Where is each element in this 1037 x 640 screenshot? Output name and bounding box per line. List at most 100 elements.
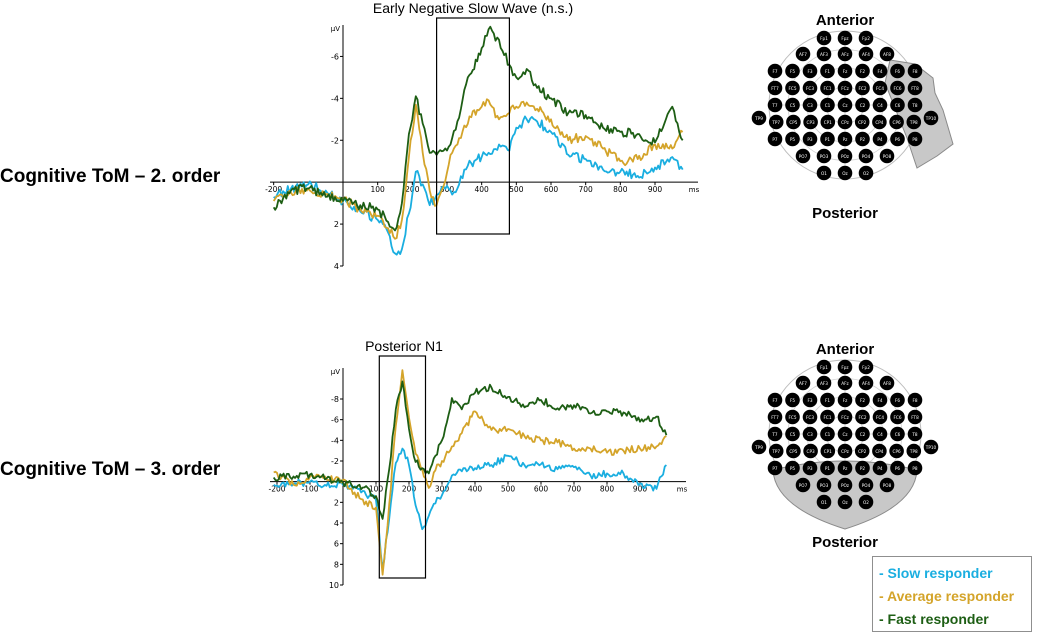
electrode-dot — [907, 426, 923, 442]
electrode-label: T7 — [771, 432, 778, 437]
electrode-dot — [889, 114, 904, 130]
electrode-dot — [858, 494, 874, 510]
electrode-dot — [837, 148, 853, 164]
electrode-C6: C6 — [890, 426, 905, 442]
electrode-C4: C4 — [872, 426, 888, 442]
electrode-label: F2 — [860, 69, 865, 74]
electrode-label: FC2 — [859, 415, 867, 420]
electrode-dot — [858, 375, 874, 391]
electrode-label: AFz — [841, 381, 849, 386]
electrode-CP1: CP1 — [820, 114, 836, 130]
electrode-FC1: FC1 — [820, 409, 835, 425]
electrode-label: FCz — [841, 415, 849, 420]
electrode-dot — [872, 409, 888, 425]
electrode-dot — [890, 63, 905, 79]
x-tick-label: 400 — [468, 485, 483, 494]
electrode-label: Fpz — [841, 365, 849, 370]
electrode-F4: F4 — [872, 63, 888, 79]
electrode-label: C4 — [877, 432, 883, 437]
electrode-label: C6 — [895, 432, 901, 437]
x-tick-label: 700 — [579, 185, 594, 194]
electrode-FC1: FC1 — [820, 80, 835, 96]
electrode-label: Fp1 — [820, 36, 828, 41]
electrode-CPz: CPz — [837, 114, 853, 130]
electrode-C3: C3 — [802, 426, 818, 442]
electrode-label: CP2 — [858, 120, 866, 125]
electrode-dot — [802, 426, 818, 442]
y-tick-label: 4 — [334, 519, 339, 528]
electrode-TP10: TP10 — [923, 110, 939, 126]
electrode-label: PO8 — [883, 483, 892, 488]
legend-item-slow: - Slow responder — [879, 565, 993, 581]
x-tick-label: 300 — [440, 185, 455, 194]
electrode-FT7: FT7 — [767, 80, 783, 96]
electrode-dot — [890, 392, 905, 408]
x-tick-label: -100 — [301, 485, 318, 494]
electrode-FC6: FC6 — [890, 80, 905, 96]
x-tick-label: 600 — [534, 485, 549, 494]
electrode-P1: P1 — [820, 460, 835, 476]
electrode-dot — [890, 409, 905, 425]
electrode-FCz: FCz — [837, 80, 853, 96]
electrode-label: AF4 — [862, 52, 870, 57]
electrode-C4: C4 — [872, 97, 888, 113]
electrode-FC3: FC3 — [802, 409, 818, 425]
electrode-dot — [820, 460, 835, 476]
electrode-dot — [768, 114, 784, 130]
electrode-dot — [820, 426, 835, 442]
y-tick-label: -2 — [331, 136, 339, 145]
electrode-dot — [837, 426, 853, 442]
electrode-label: C5 — [790, 103, 796, 108]
electrode-O1: O1 — [816, 494, 832, 510]
electrode-dot — [816, 494, 832, 510]
electrode-label: O2 — [863, 171, 869, 176]
electrode-C1: C1 — [820, 426, 835, 442]
electrode-dot — [785, 392, 800, 408]
anterior-label: Anterior — [816, 341, 875, 358]
electrode-dot — [890, 80, 905, 96]
electrode-label: CP3 — [807, 449, 815, 454]
electrode-label: C5 — [790, 432, 796, 437]
electrode-CP4: CP4 — [872, 443, 887, 459]
electrode-F6: F6 — [890, 63, 905, 79]
electrode-dot — [890, 460, 905, 476]
x-axis-label: ms — [689, 186, 700, 194]
electrode-label: AF7 — [799, 381, 807, 386]
electrode-F5: F5 — [785, 63, 800, 79]
electrode-F2: F2 — [855, 392, 870, 408]
x-tick-label: -200 — [268, 485, 285, 494]
legend-item-average: - Average responder — [879, 588, 1015, 604]
electrode-dot — [767, 63, 783, 79]
electrode-dot — [767, 426, 783, 442]
electrode-label: FT8 — [911, 86, 919, 91]
electrode-dot — [872, 426, 888, 442]
electrode-P5: P5 — [785, 460, 800, 476]
electrode-dot — [816, 30, 832, 46]
electrode-dot — [785, 63, 800, 79]
electrode-label: POz — [841, 154, 850, 159]
electrode-POz: POz — [837, 148, 853, 164]
electrode-dot — [767, 97, 783, 113]
electrode-dot — [872, 392, 888, 408]
electrode-P7: P7 — [767, 131, 783, 147]
x-tick-label: 300 — [435, 485, 450, 494]
electrode-label: P8 — [912, 137, 918, 142]
electrode-label: P7 — [772, 466, 778, 471]
electrode-dot — [855, 80, 870, 96]
electrode-dot — [751, 439, 767, 455]
electrode-dot — [816, 375, 832, 391]
electrode-label: P5 — [790, 466, 796, 471]
x-tick-label: 700 — [567, 485, 582, 494]
electrode-dot — [907, 409, 923, 425]
electrode-dot — [837, 63, 853, 79]
electrode-label: TP8 — [909, 449, 918, 454]
y-tick-label: -6 — [331, 52, 339, 61]
electrode-dot — [802, 392, 818, 408]
electrode-dot — [855, 426, 870, 442]
electrode-label: TP7 — [771, 120, 780, 125]
analysis-window-box — [436, 17, 511, 235]
x-tick-label: 500 — [509, 185, 524, 194]
electrode-label: F3 — [807, 69, 812, 74]
erp-chart-2: -8 -6 -4 -2 2 4 6 8 10 µV -200 -100 100 200 300 400 500 6… — [268, 338, 687, 590]
